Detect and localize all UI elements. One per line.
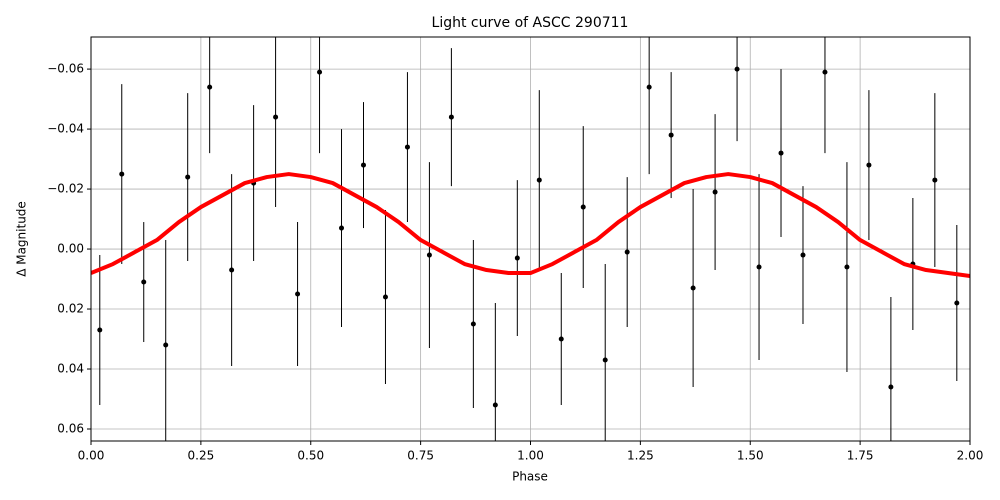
data-point (822, 69, 828, 75)
data-point (558, 336, 564, 342)
x-tick-label: 0.75 (407, 449, 434, 463)
data-point (229, 267, 235, 273)
data-point (646, 84, 652, 90)
data-point (360, 162, 366, 168)
data-point (712, 189, 718, 195)
data-point (97, 327, 103, 333)
data-point (404, 144, 410, 150)
data-point (536, 177, 542, 183)
data-point (119, 171, 125, 177)
data-point (800, 252, 806, 258)
y-tick-label: −0.02 (47, 182, 84, 196)
data-point (470, 321, 476, 327)
x-tick-label: 0.50 (297, 449, 324, 463)
data-point (492, 402, 498, 408)
data-point (273, 114, 279, 120)
data-point (888, 384, 894, 390)
x-tick-label: 2.00 (957, 449, 984, 463)
chart-title: Light curve of ASCC 290711 (432, 15, 629, 31)
y-tick-label: −0.06 (47, 62, 84, 76)
x-tick-label: 1.25 (627, 449, 654, 463)
y-tick-label: 0.06 (57, 422, 84, 436)
x-tick-label: 0.25 (188, 449, 215, 463)
data-point (207, 84, 213, 90)
data-point (448, 114, 454, 120)
data-point (295, 291, 301, 297)
x-tick-label: 0.00 (78, 449, 105, 463)
data-point (339, 225, 345, 231)
data-point (756, 264, 762, 270)
x-tick-label: 1.00 (517, 449, 544, 463)
x-tick-label: 1.75 (847, 449, 874, 463)
x-tick-label: 1.50 (737, 449, 764, 463)
data-point (932, 177, 938, 183)
plot (91, 37, 970, 441)
data-point (185, 174, 191, 180)
data-point (844, 264, 850, 270)
data-point (382, 294, 388, 300)
data-point (514, 255, 520, 261)
data-point (690, 285, 696, 291)
data-point (317, 69, 323, 75)
data-point (580, 204, 586, 210)
data-point (954, 300, 960, 306)
y-axis-label: Δ Magnitude (15, 201, 29, 277)
data-point (602, 357, 608, 363)
data-point (163, 342, 169, 348)
y-tick-label: −0.04 (47, 122, 84, 136)
data-point (426, 252, 432, 258)
model-curve (91, 172, 970, 279)
data-point (866, 162, 872, 168)
data-point (624, 249, 630, 255)
y-tick-label: 0.00 (57, 242, 84, 256)
data-point (778, 150, 784, 156)
data-point (734, 66, 740, 72)
y-tick-label: 0.02 (57, 302, 84, 316)
data-point (668, 132, 674, 138)
x-axis-label: Phase (512, 470, 548, 484)
ticks: 0.00 0.25 0.50 0.75 1.00 1.25 1.50 1.75 2.00 −0.0… (47, 62, 983, 463)
y-tick-label: 0.04 (57, 362, 84, 376)
data-point (141, 279, 147, 285)
